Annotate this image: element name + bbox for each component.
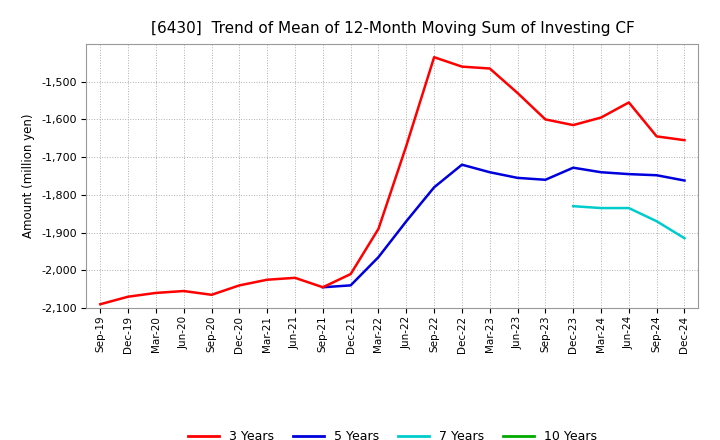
3 Years	[541, 117, 550, 122]
7 Years	[652, 219, 661, 224]
5 Years	[458, 162, 467, 167]
3 Years	[569, 122, 577, 128]
7 Years	[597, 205, 606, 211]
3 Years	[624, 100, 633, 105]
7 Years	[680, 235, 689, 241]
5 Years	[374, 254, 383, 260]
Title: [6430]  Trend of Mean of 12-Month Moving Sum of Investing CF: [6430] Trend of Mean of 12-Month Moving …	[150, 21, 634, 36]
5 Years	[597, 169, 606, 175]
3 Years	[458, 64, 467, 69]
5 Years	[680, 178, 689, 183]
Line: 5 Years: 5 Years	[323, 165, 685, 287]
3 Years	[179, 288, 188, 293]
3 Years	[430, 55, 438, 60]
3 Years	[402, 143, 410, 148]
Legend: 3 Years, 5 Years, 7 Years, 10 Years: 3 Years, 5 Years, 7 Years, 10 Years	[183, 425, 602, 440]
5 Years	[430, 185, 438, 190]
Line: 7 Years: 7 Years	[573, 206, 685, 238]
3 Years	[152, 290, 161, 296]
3 Years	[680, 138, 689, 143]
7 Years	[624, 205, 633, 211]
3 Years	[346, 271, 355, 277]
3 Years	[124, 294, 132, 299]
5 Years	[569, 165, 577, 170]
3 Years	[374, 226, 383, 231]
Y-axis label: Amount (million yen): Amount (million yen)	[22, 114, 35, 238]
5 Years	[346, 283, 355, 288]
5 Years	[652, 172, 661, 178]
3 Years	[207, 292, 216, 297]
5 Years	[624, 172, 633, 177]
3 Years	[96, 301, 104, 307]
3 Years	[291, 275, 300, 280]
5 Years	[402, 219, 410, 224]
5 Years	[318, 285, 327, 290]
3 Years	[235, 283, 243, 288]
3 Years	[513, 90, 522, 95]
5 Years	[541, 177, 550, 183]
3 Years	[652, 134, 661, 139]
Line: 3 Years: 3 Years	[100, 57, 685, 304]
3 Years	[318, 285, 327, 290]
7 Years	[569, 204, 577, 209]
5 Years	[485, 169, 494, 175]
5 Years	[513, 175, 522, 180]
3 Years	[597, 115, 606, 120]
3 Years	[485, 66, 494, 71]
3 Years	[263, 277, 271, 282]
